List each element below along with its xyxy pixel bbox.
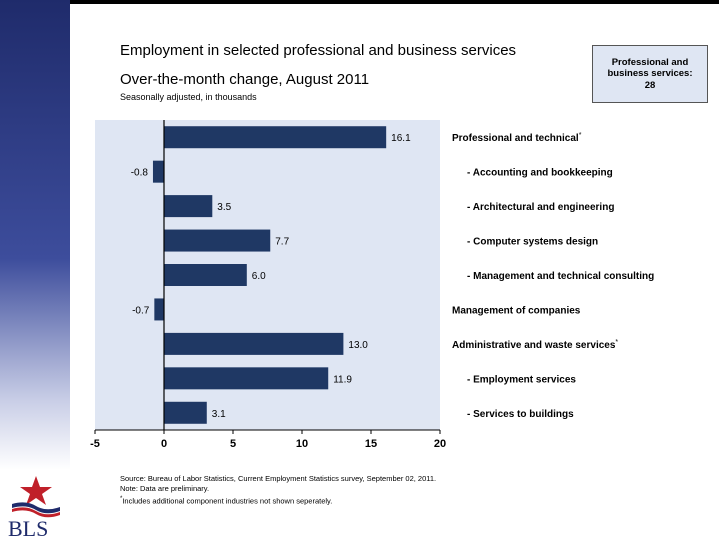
footnote-note: Note: Data are preliminary. bbox=[120, 484, 210, 493]
category-label: Management of companies bbox=[452, 305, 581, 316]
bls-logo-text: BLS bbox=[8, 516, 49, 541]
data-label: -0.7 bbox=[132, 305, 150, 316]
category-label: - Services to buildings bbox=[467, 409, 574, 420]
footnote-marker: * bbox=[579, 132, 582, 139]
category-label: - Employment services bbox=[467, 374, 576, 385]
category-label: - Management and technical consulting bbox=[467, 271, 654, 282]
data-label: -0.8 bbox=[131, 168, 149, 179]
callout-line-1: Professional and bbox=[611, 56, 689, 68]
data-label: 16.1 bbox=[391, 133, 411, 144]
footnote-includes-text: Includes additional component industries… bbox=[122, 496, 333, 506]
logo-flag-stripe-icon bbox=[12, 502, 60, 514]
data-label: 3.5 bbox=[217, 202, 231, 213]
logo-star-icon bbox=[20, 476, 52, 505]
bar bbox=[152, 160, 164, 183]
unit-note: Seasonally adjusted, in thousands bbox=[120, 92, 257, 102]
x-tick-label: 10 bbox=[296, 438, 308, 450]
data-label: 3.1 bbox=[212, 409, 226, 420]
data-label: 6.0 bbox=[252, 271, 266, 282]
bls-logo-icon bbox=[12, 476, 60, 518]
x-tick-label: 15 bbox=[365, 438, 377, 450]
category-label: - Accounting and bookkeeping bbox=[467, 168, 613, 179]
total-callout-box: Professional and business services: 28 bbox=[592, 45, 708, 103]
footnote-marker: * bbox=[615, 339, 618, 346]
bar bbox=[164, 229, 271, 252]
data-label: 11.9 bbox=[333, 374, 352, 385]
category-label: Administrative and waste services* bbox=[452, 339, 618, 351]
category-label: - Architectural and engineering bbox=[467, 202, 614, 213]
footnote-marker: * bbox=[120, 496, 123, 502]
callout-value: 28 bbox=[644, 79, 656, 91]
x-tick-label: 0 bbox=[161, 438, 167, 450]
x-tick-label: 5 bbox=[230, 438, 236, 450]
category-label: Professional and technical* bbox=[452, 132, 582, 144]
data-label: 7.7 bbox=[275, 237, 289, 248]
top-rule bbox=[0, 0, 719, 4]
logo-flag-stripe-red-icon bbox=[12, 507, 60, 518]
data-label: 13.0 bbox=[348, 340, 368, 351]
side-decoration-bar bbox=[0, 0, 70, 470]
footnote-includes: *Includes additional component industrie… bbox=[120, 494, 436, 507]
bar bbox=[164, 332, 344, 355]
chart-title: Employment in selected professional and … bbox=[120, 42, 517, 59]
bar bbox=[164, 367, 329, 390]
footnotes: Source: Bureau of Labor Statistics, Curr… bbox=[120, 474, 436, 507]
x-tick-label: -5 bbox=[90, 438, 100, 450]
category-label: - Computer systems design bbox=[467, 237, 598, 248]
bar bbox=[164, 401, 207, 424]
bar bbox=[164, 126, 387, 149]
bar bbox=[154, 298, 164, 321]
bar bbox=[164, 195, 213, 218]
chart-subtitle: Over-the-month change, August 2011 bbox=[120, 71, 370, 88]
callout-line-2: business services: bbox=[607, 68, 693, 80]
bar bbox=[164, 264, 247, 286]
footnote-source: Source: Bureau of Labor Statistics, Curr… bbox=[120, 474, 437, 483]
x-tick-label: 20 bbox=[434, 438, 446, 450]
